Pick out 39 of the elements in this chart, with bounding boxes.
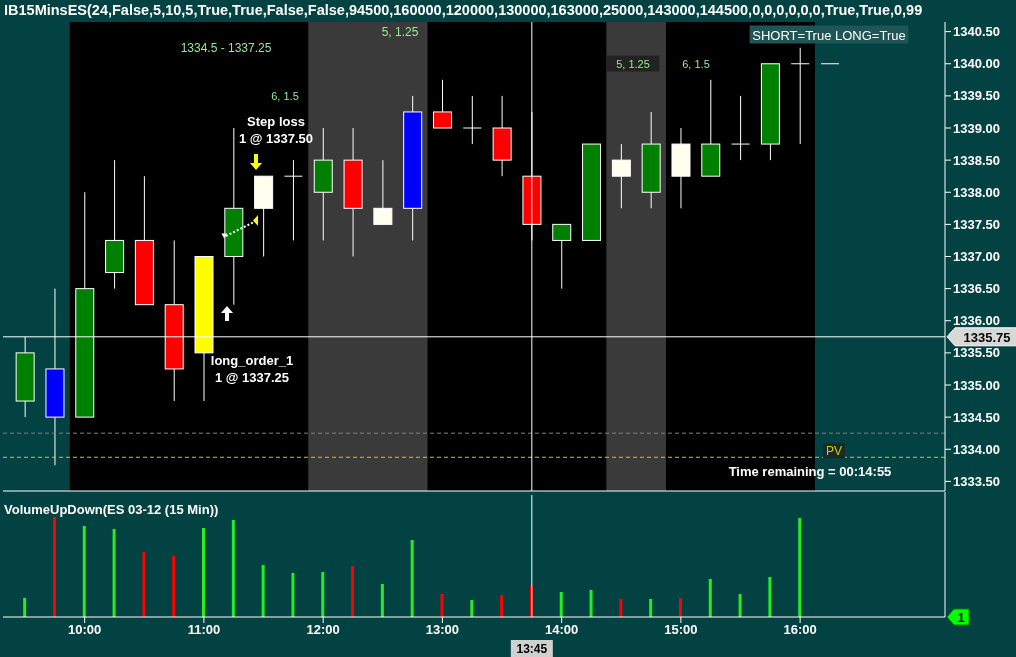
annotation: 5, 1.25 [616,57,650,70]
annotation: 5, 1.25 [381,25,419,40]
y-tick-label: 1339.50 [953,88,1000,104]
annotation: SHORT=True LONG=True [752,27,906,43]
x-tick-label: 14:00 [545,622,579,638]
x-tick-label: 10:00 [68,622,102,638]
text: 13:45 [516,642,548,656]
x-tick-label: 15:00 [664,622,698,638]
ref-line-label: PV [825,444,843,459]
annotation: 1334.5 - 1337.25 [180,41,272,56]
y-tick-label: 1335.00 [953,377,1000,393]
y-tick-label: 1336.50 [953,281,1000,297]
annotation: 6, 1.5 [271,89,299,102]
x-tick-label: 11:00 [187,622,221,638]
annotation: 6, 1.5 [682,57,710,70]
annotation: Step loss [247,113,305,129]
ref-line-label: 1335.75 [963,329,1011,345]
y-tick-label: 1333.50 [953,473,1000,489]
y-tick-label: 1334.50 [953,409,1000,425]
y-tick-label: 1337.00 [953,249,1000,265]
annotation: 1 @ 1337.50 [238,130,314,146]
chart-title: VolumeUpDown(ES 03-12 (15 Min)) [4,502,219,517]
chart-title: IB15MinsES(24,False,5,10,5,True,True,False,False,94500,160000,120000,130000,163000,25000,143000,144500,0,0,0,0,0,0,True,True,0,99 [4,2,923,18]
y-tick-label: 1340.00 [953,56,1000,72]
y-tick-label: 1339.00 [953,120,1000,136]
y-tick-label: 1340.50 [953,24,1000,40]
y-tick-label: 1337.50 [953,216,1000,232]
annotation: long_order_1 [210,352,294,368]
x-tick-label: 16:00 [783,622,817,638]
y-tick-label: 1338.00 [953,184,1000,200]
annotation: Time remaining = 00:14:55 [728,463,892,479]
x-tick-label: 13:00 [425,622,460,638]
x-tick-label: 12:00 [306,622,340,638]
text: 1 [957,610,965,625]
y-tick-label: 1334.00 [953,441,1000,457]
y-tick-label: 1335.50 [953,345,1000,361]
y-tick-label: 1336.00 [953,313,1000,329]
annotation: 1 @ 1337.25 [214,369,290,385]
y-tick-label: 1338.50 [953,152,1000,168]
